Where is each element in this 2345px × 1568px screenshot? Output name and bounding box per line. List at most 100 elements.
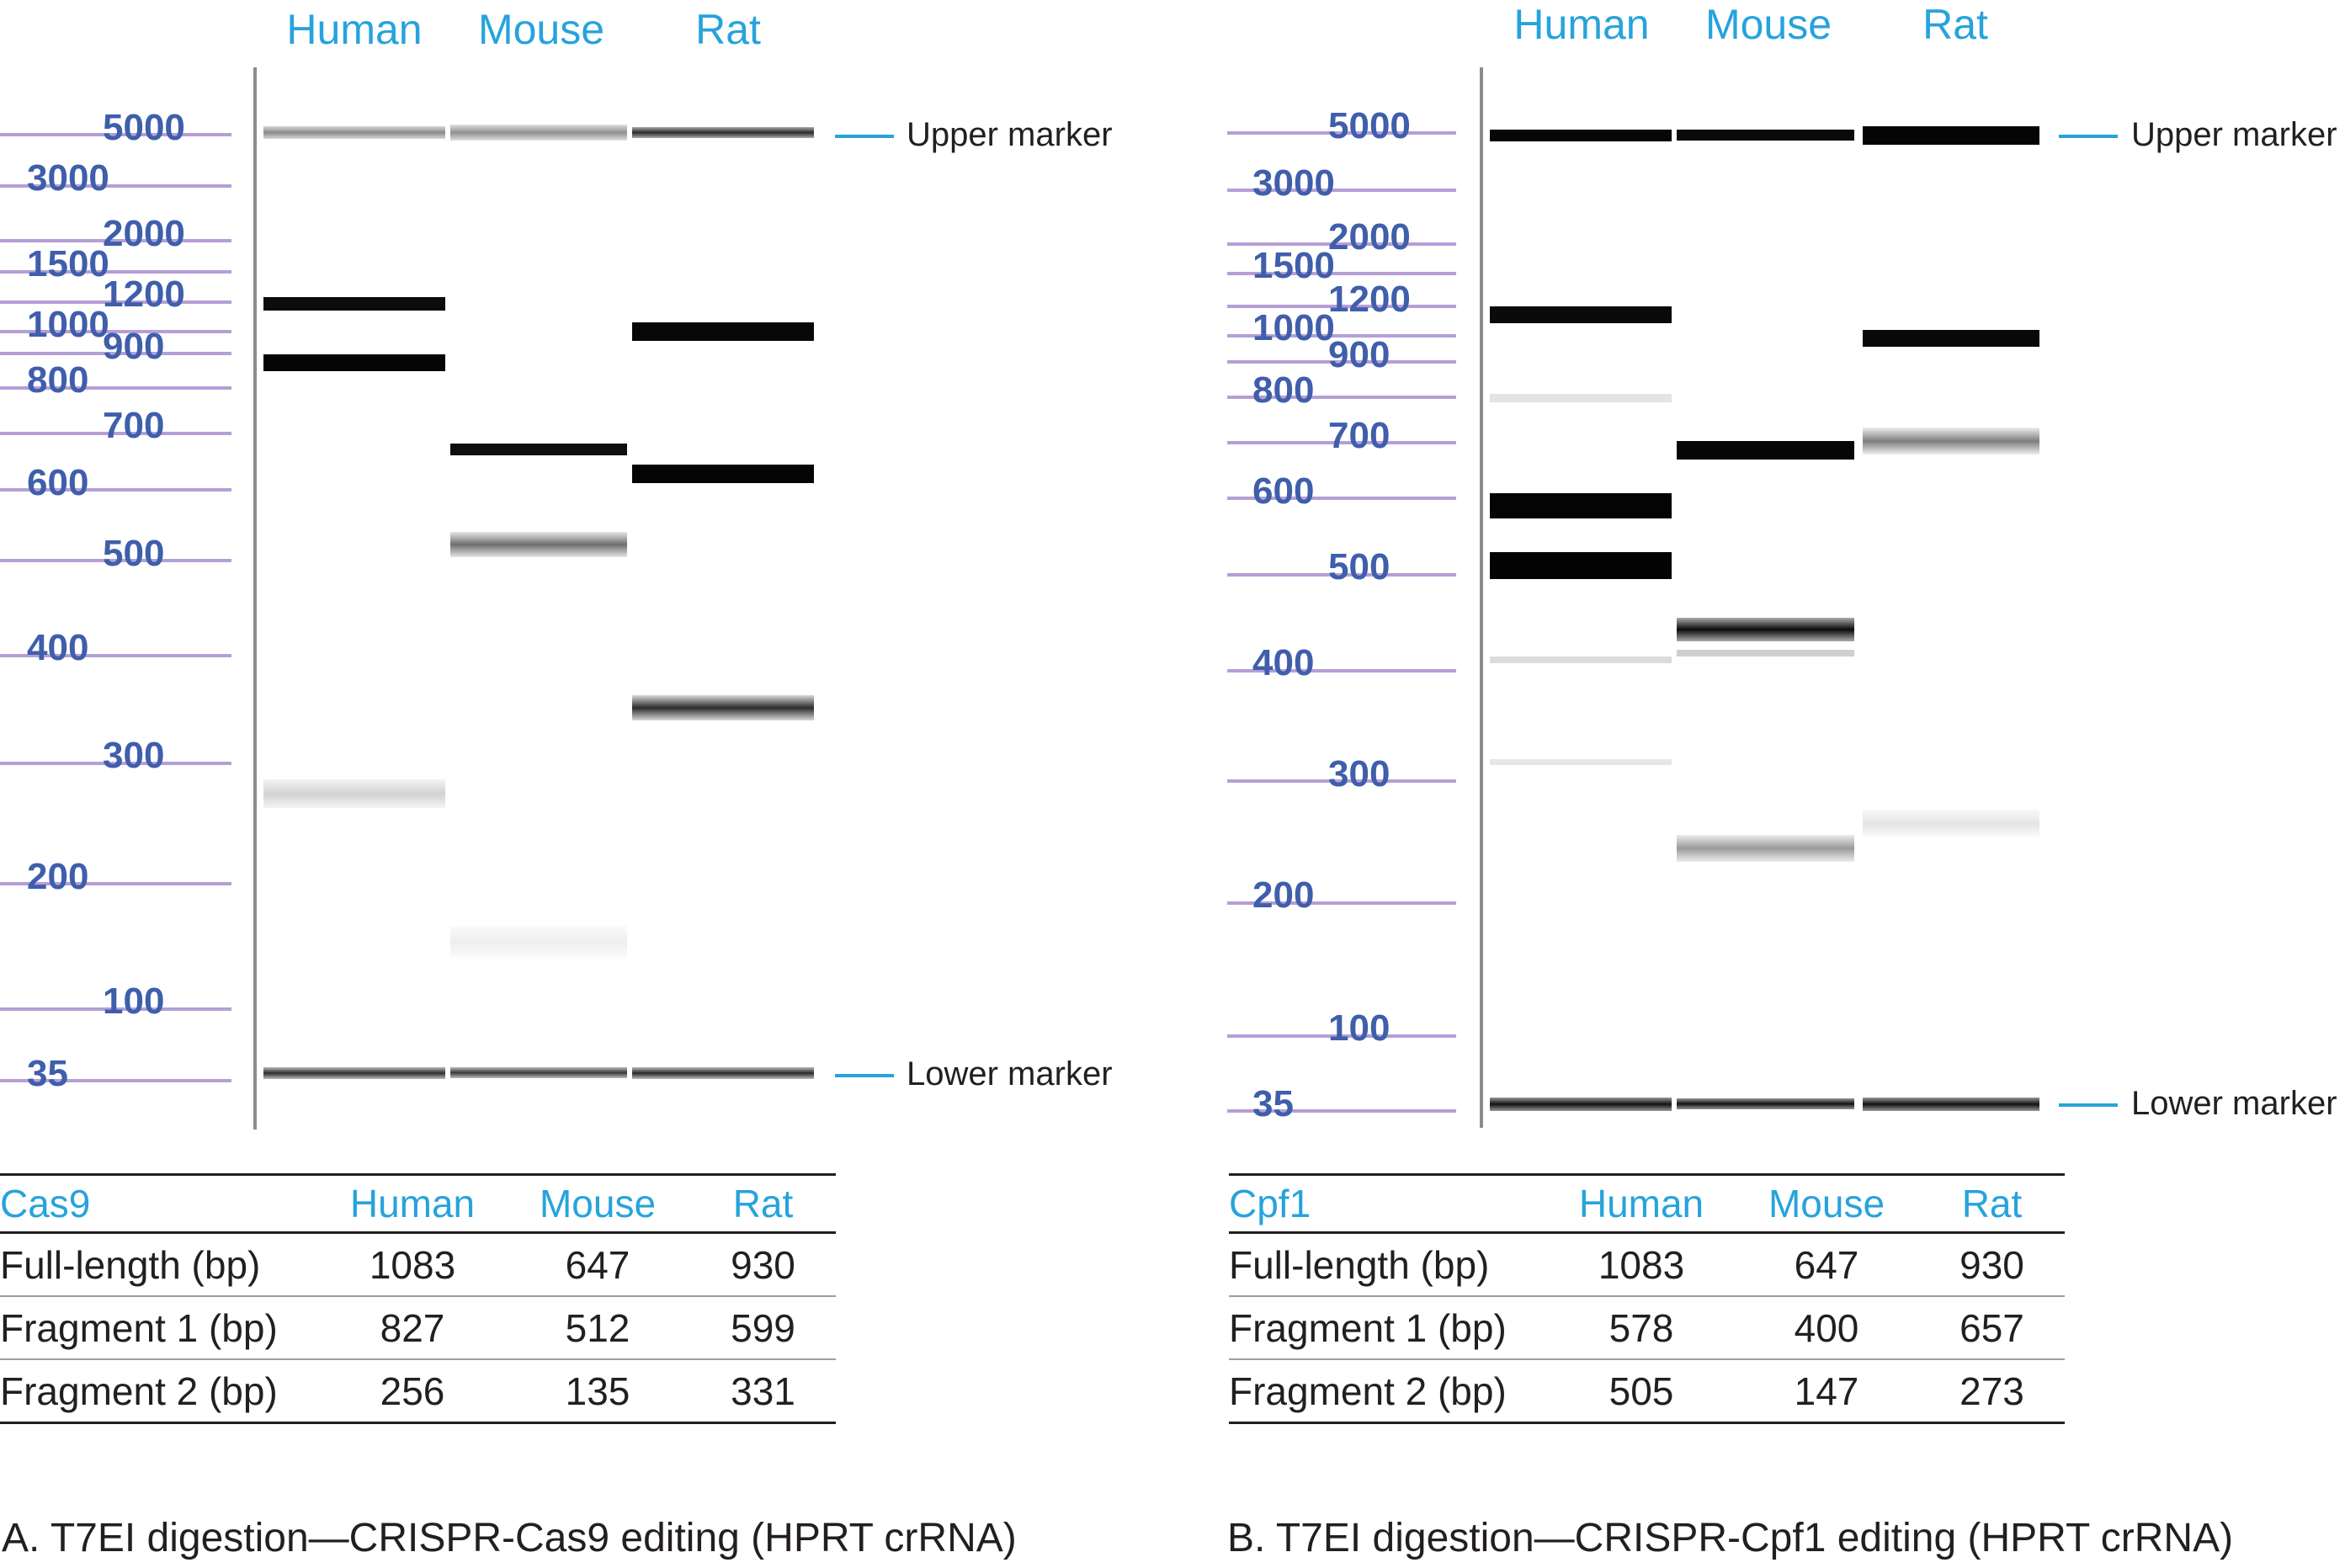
- lane-header-rat: Rat: [1922, 1, 1988, 48]
- gel-band: [450, 532, 627, 557]
- ladder-tick: [1227, 272, 1456, 275]
- ladder-label: 300: [1328, 753, 1391, 795]
- ladder-label: 3000: [1252, 162, 1335, 204]
- table-row: Fragment 1 (bp) 578 400 657: [1229, 1296, 2065, 1360]
- gel-band: [263, 779, 445, 808]
- gel-band: [263, 354, 445, 371]
- ladder-label: 100: [1328, 1007, 1391, 1049]
- gel-band: [632, 322, 814, 341]
- ladder-tick: [1227, 497, 1456, 500]
- gel-band: [1490, 130, 1672, 141]
- table-header-row: Cpf1 Human Mouse Rat: [1229, 1173, 2065, 1234]
- ladder-label: 5000: [1328, 105, 1411, 146]
- ladder-tick: [0, 330, 231, 333]
- ladder-label: 1200: [103, 274, 185, 315]
- ladder-tick: [0, 270, 231, 274]
- table-cell: 599: [690, 1296, 836, 1360]
- lane-header-human: Human: [286, 6, 423, 53]
- ladder-label: 400: [27, 627, 89, 668]
- gel-band: [1677, 835, 1854, 862]
- ladder-label: 1200: [1328, 279, 1411, 320]
- table-row: Fragment 2 (bp) 256 135 331: [0, 1359, 836, 1424]
- fragment-size-table: Cpf1 Human Mouse Rat Full-length (bp) 10…: [1229, 1173, 2065, 1424]
- ladder-label: 1000: [1252, 307, 1335, 348]
- ladder-tick: [1227, 669, 1456, 672]
- column-header: Human: [320, 1173, 505, 1234]
- ladder-tick: [1227, 901, 1456, 905]
- ladder-tick: [0, 654, 231, 657]
- ladder-label: 800: [27, 359, 89, 401]
- gel-band: [1490, 552, 1672, 579]
- lane-header-mouse: Mouse: [477, 6, 605, 53]
- ladder-tick: [1227, 242, 1456, 246]
- ladder-label: 500: [1328, 546, 1391, 587]
- table-cell: 505: [1549, 1359, 1734, 1424]
- gel-band: [1490, 759, 1672, 765]
- upper-marker-label: Upper marker: [907, 116, 1113, 153]
- ladder-tick: [0, 239, 231, 242]
- column-header: Rat: [1919, 1173, 2065, 1234]
- table-cell: 1083: [320, 1232, 505, 1297]
- row-label: Fragment 2 (bp): [1229, 1359, 1549, 1424]
- table-cell: 647: [505, 1232, 690, 1297]
- column-header: Rat: [690, 1173, 836, 1234]
- ladder-label: 2000: [103, 213, 185, 254]
- ladder-tick: [0, 762, 231, 765]
- gel-axis-line: [1480, 67, 1483, 1128]
- gel-band: [632, 127, 814, 138]
- gel-band: [263, 297, 445, 311]
- table-row: Fragment 2 (bp) 505 147 273: [1229, 1359, 2065, 1424]
- ladder-label: 400: [1252, 642, 1315, 683]
- gel-band: [263, 126, 445, 139]
- table-cell: 930: [1919, 1232, 2065, 1297]
- table-cell: 647: [1734, 1232, 1919, 1297]
- table-cell: 400: [1734, 1296, 1919, 1360]
- gel-band: [450, 1067, 627, 1078]
- table-cell: 578: [1549, 1296, 1734, 1360]
- ladder-tick: [0, 1007, 231, 1011]
- ladder-tick: [0, 352, 231, 355]
- table-header-row: Cas9 Human Mouse Rat: [0, 1173, 836, 1234]
- table-cell: 273: [1919, 1359, 2065, 1424]
- table-cell: 256: [320, 1359, 505, 1424]
- row-label: Fragment 1 (bp): [1229, 1296, 1549, 1360]
- table-cell: 827: [320, 1296, 505, 1360]
- lane-header-mouse: Mouse: [1704, 1, 1832, 48]
- table-row: Fragment 1 (bp) 827 512 599: [0, 1296, 836, 1360]
- ladder-label: 1000: [27, 304, 109, 345]
- gel-band: [1863, 1098, 2039, 1111]
- lane-header-human: Human: [1513, 1, 1650, 48]
- ladder-label: 1500: [1252, 245, 1335, 286]
- gel-band: [450, 125, 627, 141]
- enzyme-header: Cpf1: [1229, 1173, 1549, 1234]
- ladder-tick: [0, 386, 231, 390]
- table-cell: 147: [1734, 1359, 1919, 1424]
- ladder-label: 800: [1252, 369, 1315, 411]
- gel-band: [1490, 493, 1672, 518]
- gel-band: [1863, 428, 2039, 454]
- lower-marker-label: Lower marker: [2131, 1085, 2337, 1122]
- gel-band: [1863, 126, 2039, 145]
- gel-band: [1677, 441, 1854, 460]
- table-cell: 930: [690, 1232, 836, 1297]
- ladder-tick: [1227, 441, 1456, 444]
- column-header: Mouse: [1734, 1173, 1919, 1234]
- ladder-tick: [1227, 779, 1456, 783]
- ladder-tick: [0, 432, 231, 435]
- ladder-label: 200: [27, 856, 89, 897]
- ladder-tick: [0, 1079, 231, 1082]
- upper-marker-line: [835, 135, 894, 138]
- lower-marker-line: [2059, 1103, 2118, 1107]
- gel-band: [632, 695, 814, 720]
- column-header: Mouse: [505, 1173, 690, 1234]
- gel-band: [1490, 306, 1672, 323]
- ladder-label: 35: [27, 1053, 68, 1094]
- ladder-tick: [0, 488, 231, 492]
- ladder-label: 35: [1252, 1083, 1294, 1124]
- ladder-label: 5000: [103, 107, 185, 148]
- lane-header-rat: Rat: [695, 6, 761, 53]
- ladder-tick: [0, 559, 231, 562]
- ladder-label: 900: [103, 326, 165, 367]
- ladder-label: 200: [1252, 874, 1315, 916]
- figure-caption: B. T7EI digestion—CRISPR-Cpf1 editing (H…: [1227, 1516, 2234, 1560]
